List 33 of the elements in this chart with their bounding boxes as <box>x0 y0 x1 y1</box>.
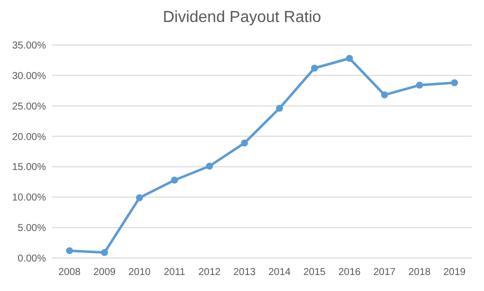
y-tick-label: 20.00% <box>12 132 46 143</box>
x-tick-label: 2011 <box>164 267 186 278</box>
point <box>171 176 178 184</box>
point <box>136 194 143 202</box>
y-tick-label: 10.00% <box>12 192 46 204</box>
x-tick-label: 2008 <box>58 267 82 278</box>
point <box>241 139 248 146</box>
x-tick-label: 2014 <box>268 267 292 278</box>
y-tick-label: 30.00% <box>12 70 46 82</box>
point <box>311 64 318 72</box>
x-tick-label: 2013 <box>233 267 256 278</box>
y-tick-label: 0.00% <box>18 254 46 264</box>
chart-title: Dividend Payout Ratio <box>162 9 322 26</box>
x-tick-label: 2016 <box>338 267 362 278</box>
x-tick-label: 2010 <box>128 267 152 278</box>
x-tick-label: 2015 <box>303 267 326 278</box>
y-tick-label: 25.00% <box>12 101 46 112</box>
y-tick-label: 5.00% <box>18 223 46 234</box>
x-tick-label: 2019 <box>443 267 466 278</box>
point <box>381 91 388 98</box>
y-tick-label: 15.00% <box>12 162 46 174</box>
x-tick-label: 2017 <box>373 267 396 278</box>
point <box>416 82 423 89</box>
point <box>206 162 213 170</box>
x-tick-label: 2018 <box>408 267 432 278</box>
x-tick-label: 2009 <box>93 267 116 278</box>
point <box>276 104 283 112</box>
point <box>101 249 108 256</box>
point <box>66 247 73 254</box>
y-tick-label: 35.00% <box>12 40 46 52</box>
point <box>346 54 353 62</box>
x-tick-label: 2012 <box>198 267 222 278</box>
point <box>451 79 458 86</box>
